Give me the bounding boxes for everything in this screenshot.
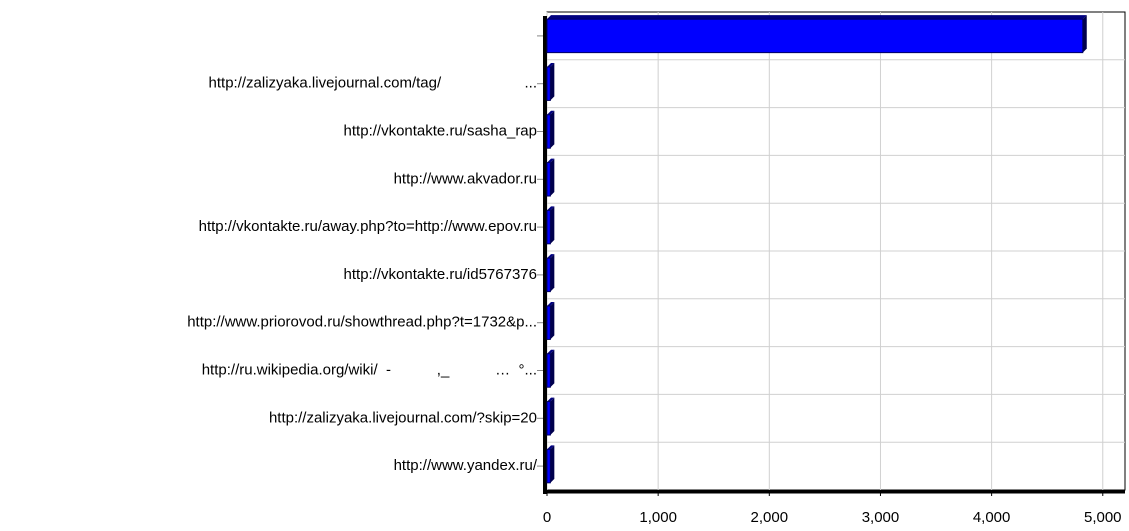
bar-side [550,445,555,483]
bar [546,66,551,101]
bar-side [550,254,555,292]
bar-side [550,158,555,197]
x-tick-label: 5,000 [1084,509,1122,526]
bar-top [547,62,555,67]
x-tick-label: 3,000 [862,509,900,526]
bar [546,209,551,245]
bar [546,305,551,340]
x-tick-label: 2,000 [751,509,789,526]
bar-side [550,349,555,388]
x-tick-label: 1,000 [639,509,677,526]
left-wall [543,16,547,494]
bar-side [1082,15,1087,53]
y-tick-label: http://www.akvador.ru [394,170,537,187]
bar-side [550,301,555,340]
bar-top [547,15,1087,20]
bar-top [547,397,555,402]
bar-side [550,206,555,244]
y-tick-label: http://zalizyaka.livejournal.com/tag/ ..… [209,75,537,92]
x-tick-label: 4,000 [973,509,1011,526]
y-tick-label: http://www.priorovod.ru/showthread.php?t… [187,314,537,331]
bar [546,353,551,388]
bar-top [547,254,555,259]
bar-top [547,110,555,115]
bar-side [550,62,555,101]
y-tick-label: http://vkontakte.ru/away.php?to=http://w… [199,218,537,235]
y-tick-label: http://vkontakte.ru/sasha_rap [344,122,537,139]
y-tick-label: http://www.yandex.ru/ [394,457,538,474]
bar [546,257,551,293]
y-tick-label: http://zalizyaka.livejournal.com/?skip=2… [269,409,537,426]
x-tick-label: 0 [543,509,551,526]
bar-top [547,158,555,163]
bar [546,114,551,149]
bar [546,448,551,484]
bar-top [547,445,555,450]
bar [546,162,551,197]
bar-side [550,110,555,149]
bar-side [550,397,555,436]
bar-top [547,301,555,306]
bar [546,18,1084,54]
bar [546,401,551,436]
bar-top [547,206,555,211]
bar-top [547,349,555,354]
y-tick-label: http://ru.wikipedia.org/wiki/ - ,_ … °..… [202,361,537,378]
y-tick-label: http://vkontakte.ru/id5767376 [344,266,537,283]
